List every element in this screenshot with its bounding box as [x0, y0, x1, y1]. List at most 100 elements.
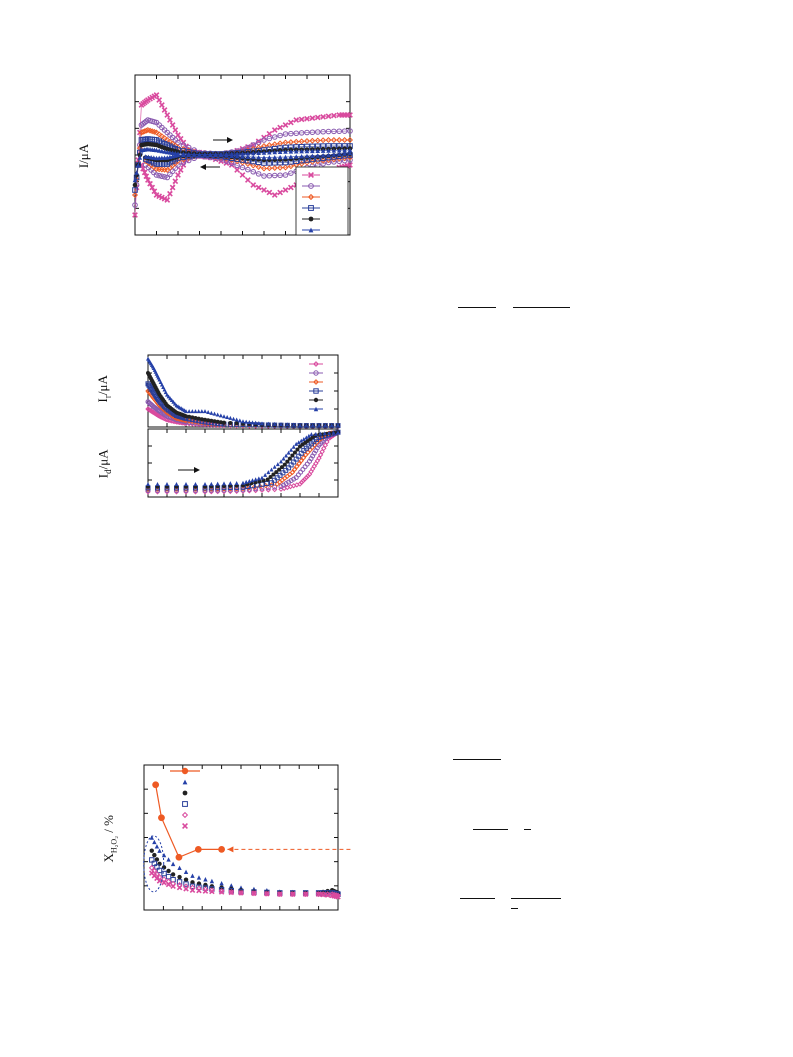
data-point	[145, 177, 151, 183]
data-point	[279, 459, 283, 464]
data-point	[152, 839, 157, 845]
equation-fraction-bar	[458, 307, 496, 308]
data-point-stroke	[175, 172, 181, 178]
data-point	[203, 482, 207, 487]
data-point	[282, 462, 287, 467]
data-point-stroke	[176, 884, 183, 891]
data-point	[314, 158, 321, 165]
data-point	[277, 149, 283, 155]
data-point	[206, 418, 211, 423]
data-point	[245, 150, 251, 156]
data-point	[271, 127, 278, 133]
data-point-stroke	[164, 197, 171, 203]
data-point	[320, 152, 326, 158]
data-point	[282, 164, 289, 171]
data-point	[289, 447, 294, 452]
data-point	[298, 458, 304, 464]
data-point	[282, 172, 289, 178]
data-point	[149, 848, 154, 853]
data-point-stroke	[161, 879, 167, 886]
data-point	[304, 422, 309, 427]
data-point	[196, 875, 202, 880]
data-point	[266, 172, 273, 179]
data-point	[277, 124, 283, 131]
data-point	[341, 155, 348, 162]
data-point	[152, 852, 157, 858]
data-point	[322, 442, 329, 448]
data-point	[309, 432, 314, 437]
data-point	[173, 489, 180, 495]
data-point	[260, 421, 264, 426]
data-point-stroke	[167, 190, 173, 197]
data-point	[239, 159, 246, 166]
chart-panel-2: Ir/μA Id/μA	[95, 345, 356, 515]
data-point	[250, 420, 255, 425]
data-point	[234, 421, 239, 426]
data-point	[299, 153, 304, 159]
data-point	[244, 419, 249, 424]
data-point-stroke	[183, 886, 189, 892]
data-point	[277, 891, 283, 897]
data-point	[132, 187, 138, 193]
data-point	[183, 886, 189, 892]
data-point-stroke	[288, 184, 294, 191]
data-point	[164, 112, 171, 118]
data-point	[142, 157, 149, 165]
data-point	[196, 887, 202, 894]
data-point	[304, 129, 310, 136]
data-point-stroke	[141, 169, 148, 176]
data-point	[203, 417, 207, 422]
data-point-stroke	[282, 122, 289, 128]
data-point	[202, 489, 208, 495]
data-point-stroke	[209, 888, 215, 895]
data-point	[331, 152, 337, 157]
data-point-stroke	[266, 130, 273, 137]
data-point	[279, 465, 284, 470]
data-point	[143, 173, 150, 180]
data-point	[272, 484, 278, 490]
highlight-ellipse	[143, 835, 165, 893]
data-point	[296, 460, 302, 467]
data-point-stroke	[154, 875, 160, 882]
data-point	[238, 890, 244, 896]
data-point	[209, 418, 214, 423]
data-point	[214, 486, 221, 492]
data-point	[320, 114, 326, 120]
data-point	[202, 152, 208, 157]
data-point	[214, 488, 221, 495]
data-point	[319, 448, 325, 455]
data-point-stroke	[320, 891, 326, 898]
data-point	[169, 184, 176, 191]
data-point	[218, 889, 225, 895]
data-point	[209, 410, 214, 415]
data-point	[272, 154, 278, 160]
data-point	[282, 131, 289, 137]
data-point	[227, 487, 233, 493]
data-point	[303, 137, 311, 145]
equation-fraction-bar	[511, 898, 561, 899]
data-point-stroke	[277, 124, 283, 131]
data-point	[320, 137, 327, 144]
data-point	[336, 128, 343, 135]
data-point	[161, 385, 166, 390]
data-point	[181, 811, 189, 819]
data-point	[181, 152, 186, 158]
data-point-stroke	[143, 173, 150, 180]
data-point	[317, 452, 324, 458]
data-point	[218, 420, 223, 425]
data-point	[182, 790, 188, 796]
data-point	[152, 781, 160, 789]
data-point	[228, 156, 235, 164]
data-point	[329, 422, 334, 427]
data-point	[131, 191, 139, 199]
data-point	[145, 489, 151, 495]
data-point-stroke	[293, 117, 300, 123]
data-point	[260, 165, 268, 172]
data-point	[154, 147, 159, 153]
data-point	[189, 883, 196, 889]
data-point-stroke	[148, 870, 155, 876]
data-point	[245, 166, 251, 173]
data-point	[277, 467, 282, 472]
data-point	[197, 152, 202, 157]
data-point	[250, 168, 257, 175]
